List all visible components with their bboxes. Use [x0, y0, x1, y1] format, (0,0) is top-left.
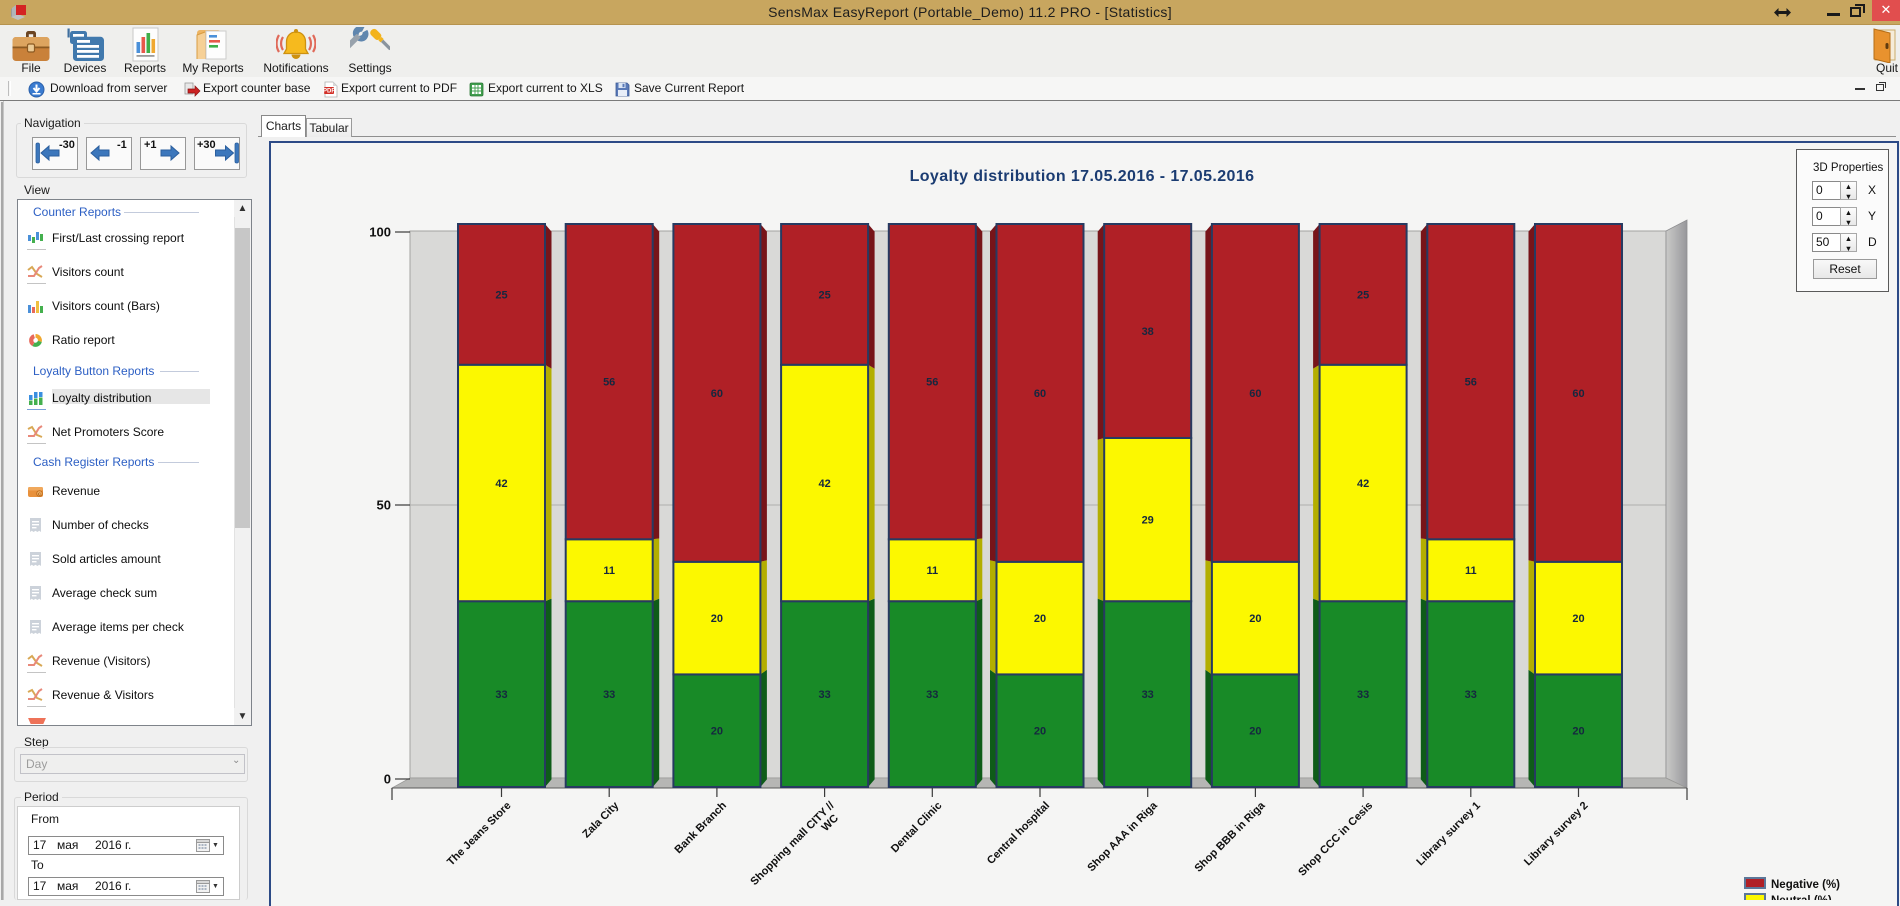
svg-text:42: 42: [1357, 478, 1369, 490]
svg-text:20: 20: [1572, 726, 1584, 738]
svg-text:Negative (%): Negative (%): [1771, 879, 1840, 891]
svg-text:c: c: [38, 492, 41, 498]
svg-text:20: 20: [711, 726, 723, 738]
svg-text:0: 0: [384, 772, 391, 787]
svg-text:56: 56: [926, 377, 938, 389]
svg-text:20: 20: [711, 613, 723, 625]
svg-text:42: 42: [818, 478, 830, 490]
svg-text:Neutral (%): Neutral (%): [1771, 895, 1832, 900]
svg-text:33: 33: [926, 689, 938, 701]
svg-text:20: 20: [1034, 613, 1046, 625]
svg-text:33: 33: [495, 689, 507, 701]
svg-text:11: 11: [603, 565, 615, 577]
svg-text:33: 33: [1357, 689, 1369, 701]
svg-text:25: 25: [818, 289, 830, 301]
svg-text:20: 20: [1572, 613, 1584, 625]
svg-text:33: 33: [603, 689, 615, 701]
svg-text:20: 20: [1249, 726, 1261, 738]
svg-text:20: 20: [1249, 613, 1261, 625]
svg-text:33: 33: [1142, 689, 1154, 701]
svg-text:56: 56: [1465, 377, 1477, 389]
svg-text:60: 60: [1034, 388, 1046, 400]
svg-text:42: 42: [495, 478, 507, 490]
svg-text:29: 29: [1142, 515, 1154, 527]
svg-text:PDF: PDF: [323, 89, 335, 95]
svg-text:60: 60: [1572, 388, 1584, 400]
svg-text:50: 50: [377, 498, 391, 513]
svg-text:38: 38: [1142, 326, 1154, 338]
svg-text:11: 11: [1465, 565, 1477, 577]
svg-text:25: 25: [1357, 289, 1369, 301]
svg-text:60: 60: [711, 388, 723, 400]
svg-text:Loyalty distribution 17.05.201: Loyalty distribution 17.05.2016 - 17.05.…: [910, 168, 1255, 185]
svg-text:33: 33: [1465, 689, 1477, 701]
svg-text:100: 100: [369, 225, 391, 240]
svg-text:11: 11: [926, 565, 938, 577]
svg-text:56: 56: [603, 377, 615, 389]
svg-text:20: 20: [1034, 726, 1046, 738]
svg-text:60: 60: [1249, 388, 1261, 400]
svg-text:33: 33: [818, 689, 830, 701]
svg-text:25: 25: [495, 289, 507, 301]
